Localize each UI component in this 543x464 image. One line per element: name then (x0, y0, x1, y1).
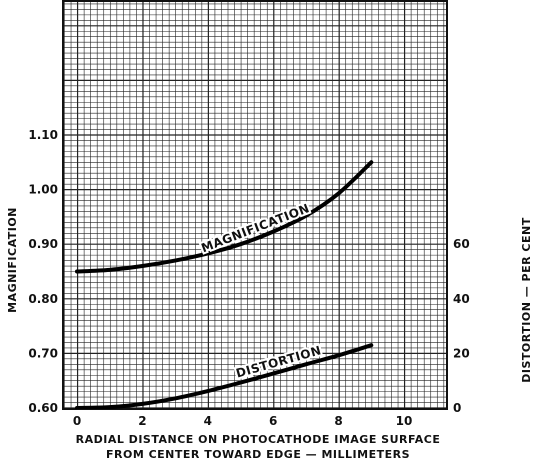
y-tick-label-left: 0.80 (28, 292, 58, 306)
x-tick-label: 4 (204, 414, 212, 428)
x-axis-title-line2: FROM CENTER TOWARD EDGE — MILLIMETERS (106, 448, 410, 461)
plot-frame (62, 0, 448, 410)
y-axis-right-title: DISTORTION — PER CENT (520, 217, 533, 382)
tick-labels: 0 2 4 6 8 10 0.60 0.70 0.80 0.90 1.00 1.10 0 20 40 60 (28, 128, 469, 428)
y-tick-label-left: 0.90 (28, 237, 58, 251)
y-tick-label-right: 60 (453, 237, 470, 251)
plot-border (62, 0, 448, 410)
x-tick-label: 2 (138, 414, 146, 428)
series-line-distortion (75, 343, 374, 409)
plot-grid (63, 0, 447, 409)
x-tick-label: 6 (269, 414, 277, 428)
x-tick-label: 10 (396, 414, 413, 428)
y-tick-label-left: 1.10 (28, 128, 58, 142)
y-tick-label-right: 0 (453, 401, 461, 415)
y-tick-label-right: 40 (453, 292, 470, 306)
curve-label-magnification: MAGNIFICATION (199, 201, 311, 255)
x-axis-title-line1: RADIAL DISTANCE ON PHOTOCATHODE IMAGE SU… (76, 433, 441, 446)
y-axis-left-title: MAGNIFICATION (6, 207, 19, 313)
y-tick-label-left: 1.00 (28, 183, 58, 197)
series-line-magnification (75, 160, 374, 274)
x-tick-label: 8 (334, 414, 342, 428)
y-tick-label-left: 0.60 (28, 401, 58, 415)
y-tick-label-left: 0.70 (28, 346, 58, 360)
x-tick-label: 0 (73, 414, 81, 428)
series-layer (75, 160, 374, 409)
y-tick-label-right: 20 (453, 346, 470, 360)
